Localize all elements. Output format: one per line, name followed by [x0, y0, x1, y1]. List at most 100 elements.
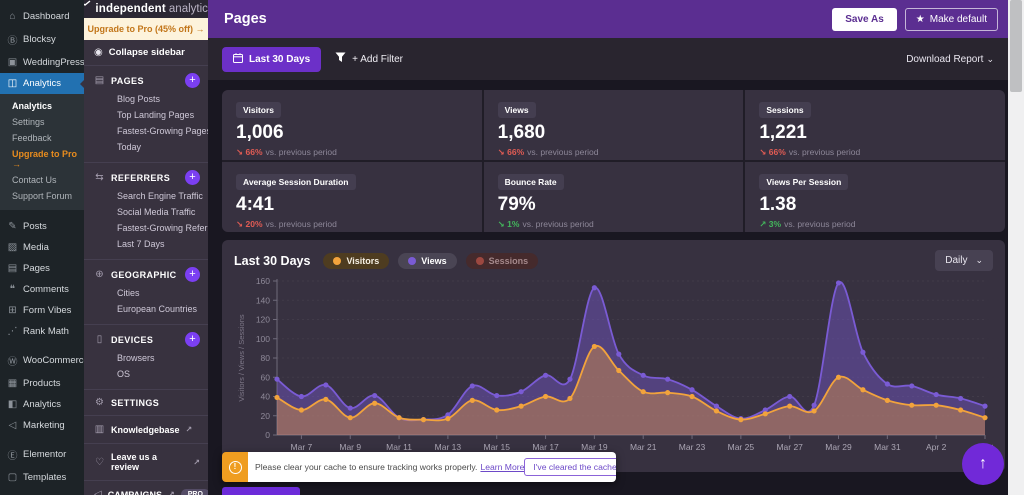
wp-menu-item-dashboard[interactable]: ⌂ Dashboard	[0, 6, 84, 27]
wp-menu-label: Dashboard	[23, 11, 70, 22]
svg-text:Mar 29: Mar 29	[825, 442, 852, 452]
interval-select[interactable]: Daily ⌄	[935, 250, 993, 271]
sidebar-item-cities[interactable]: Cities	[117, 288, 140, 298]
learn-more-link[interactable]: Learn More	[480, 462, 525, 472]
sidebar-item-search-engine-traffic[interactable]: Search Engine Traffic	[117, 191, 203, 201]
sidebar-link-leave-us-a-review[interactable]: ♡ Leave us a review ↗	[84, 444, 208, 481]
sidebar-link-knowledgebase[interactable]: ▥ Knowledgebase ↗	[84, 416, 208, 444]
wp-menu-item-comments[interactable]: ❝ Comments	[0, 279, 84, 300]
add-report-button[interactable]: +	[185, 170, 200, 185]
wp-menu-item-dynamic-ooo[interactable]: ⒹDynamic.ooo	[0, 488, 84, 495]
wp-menu-item-posts[interactable]: ✎ Posts	[0, 216, 84, 237]
sidebar-item-blog-posts[interactable]: Blog Posts	[117, 94, 161, 104]
scrollbar-thumb[interactable]	[1010, 0, 1022, 92]
page-scrollbar[interactable]	[1008, 0, 1024, 495]
sidebar-item-fastest-growing-referrers[interactable]: Fastest-Growing Referrers	[117, 223, 208, 233]
section-items: Search Engine Traffic Social Media Traffi…	[94, 188, 208, 252]
sidebar-item-last-7-days[interactable]: Last 7 Days	[117, 239, 165, 249]
wp-menu-group: ⒺElementor▢TemplatesⒹDynamic.oooⒸCrocobl…	[0, 442, 84, 495]
header-actions: Save As ★ Make default	[832, 7, 998, 31]
section-header-settings[interactable]: ⚙ SETTINGS	[94, 397, 200, 408]
wp-submenu-item-upgrade-to-pro-[interactable]: Upgrade to Pro →	[12, 149, 78, 169]
chart-legend: Visitors Views Sessions	[314, 252, 539, 269]
pro-badge: PRO	[180, 489, 208, 495]
templates-icon: ▢	[7, 472, 18, 483]
add-report-button[interactable]: +	[185, 332, 200, 347]
legend-pill-views[interactable]: Views	[398, 252, 457, 269]
chart-svg: 0 20 40 60 80 100 120 140 160 Mar 7 Mar 9 Mar 11 Mar…	[237, 276, 995, 452]
svg-text:Visitors / Views / Sessions: Visitors / Views / Sessions	[237, 314, 246, 402]
wp-submenu-item-support-forum[interactable]: Support Forum	[12, 191, 73, 201]
delta-compare-text: vs. previous period	[265, 147, 337, 157]
wp-submenu-item-contact-us[interactable]: Contact Us	[12, 175, 57, 185]
calendar-icon	[233, 52, 243, 66]
sidebar-item-social-media-traffic[interactable]: Social Media Traffic	[117, 207, 196, 217]
external-link-icon: ↗	[168, 490, 175, 495]
wp-menu-item-media[interactable]: ▨ Media	[0, 237, 84, 258]
sidebar-link-campaigns[interactable]: ◁ CAMPAIGNS ↗ PRO	[84, 481, 208, 495]
svg-text:160: 160	[256, 276, 270, 286]
make-default-button[interactable]: ★ Make default	[904, 7, 998, 31]
wp-menu-item-analytics[interactable]: ◧ Analytics	[0, 394, 84, 415]
upgrade-to-pro-banner[interactable]: Upgrade to Pro (45% off) →	[84, 18, 208, 40]
wp-menu-item-templates[interactable]: ▢ Templates	[0, 467, 84, 488]
brand-name-bold: independent	[95, 3, 166, 15]
wp-menu-item-blocksy[interactable]: Ⓑ Blocksy	[0, 27, 84, 52]
stats-summary-grid: Visitors 1,006 ↘ 66% vs. previous period Vie…	[222, 90, 1005, 232]
wp-submenu-item-analytics[interactable]: Analytics	[12, 101, 53, 111]
scroll-to-top-button[interactable]: ↑	[962, 443, 1004, 485]
sidebar-item-today[interactable]: Today	[117, 142, 142, 152]
add-filter-button[interactable]: + Add Filter	[335, 52, 403, 66]
wp-menu-item-products[interactable]: ▦ Products	[0, 373, 84, 394]
wp-menu-label: Templates	[23, 472, 67, 483]
wp-menu-item-pages[interactable]: ▤ Pages	[0, 258, 84, 279]
save-as-button[interactable]: Save As	[832, 7, 897, 31]
section-header-devices[interactable]: ▯ DEVICES +	[94, 332, 200, 347]
legend-pill-visitors[interactable]: Visitors	[323, 252, 390, 269]
section-header-geographic[interactable]: ⊕ GEOGRAPHIC +	[94, 267, 200, 282]
wp-menu-item-rank-math[interactable]: ⋰ Rank Math	[0, 321, 84, 342]
section-header-referrers[interactable]: ⇆ REFERRERS +	[94, 170, 200, 185]
sidebar-item-browsers[interactable]: Browsers	[117, 353, 155, 363]
stat-value: 1,680	[497, 122, 546, 143]
stat-value: 4:41	[236, 194, 275, 215]
sidebar-item-european-countries[interactable]: European Countries	[117, 304, 198, 314]
sidebar-item-fastest-growing-pages[interactable]: Fastest-Growing Pages	[117, 126, 208, 136]
wp-menu-item-form-vibes[interactable]: ⊞ Form Vibes	[0, 300, 84, 321]
stat-delta: ↘ 66% vs. previous period	[498, 147, 730, 158]
download-report-dropdown[interactable]: Download Report ⌄	[906, 53, 994, 65]
section-items: Browsers OS	[94, 350, 200, 382]
main-content: Pages Save As ★ Make default Last 30 Days…	[208, 0, 1024, 495]
section-header-pages[interactable]: ▤ PAGES +	[94, 73, 200, 88]
stat-card-visitors: Visitors 1,006 ↘ 66% vs. previous period	[222, 90, 482, 160]
wp-menu-item-marketing[interactable]: ◁ Marketing	[0, 415, 84, 436]
next-toast-peek	[222, 487, 300, 495]
wp-submenu-item-settings[interactable]: Settings	[12, 117, 45, 127]
independent-analytics-sidebar: independentanalytics Upgrade to Pro (45%…	[84, 0, 208, 495]
add-report-button[interactable]: +	[185, 267, 200, 282]
svg-text:60: 60	[261, 372, 271, 382]
wp-submenu-item-feedback[interactable]: Feedback	[12, 133, 52, 143]
stat-value: 1.38	[759, 194, 797, 215]
warning-icon-wrap: !	[222, 452, 248, 482]
collapse-sidebar-button[interactable]: ◉ Collapse sidebar	[84, 40, 208, 66]
add-report-button[interactable]: +	[185, 73, 200, 88]
legend-pill-sessions[interactable]: Sessions	[465, 252, 539, 269]
wp-menu-item-woocommerce[interactable]: Ⓦ WooCommerce	[0, 348, 85, 373]
cleared-cache-button[interactable]: I've cleared the cache	[524, 458, 616, 476]
report-toolbar: Last 30 Days + Add Filter Download Repor…	[208, 38, 1024, 80]
section-devices: ▯ DEVICES + Browsers OS	[84, 325, 208, 390]
section-settings: ⚙ SETTINGS	[84, 390, 208, 416]
stat-card-sessions: Sessions 1,221 ↘ 66% vs. previous period	[745, 90, 1005, 160]
section-pages: ▤ PAGES + Blog Posts Top Landing Pages Fastes…	[84, 66, 208, 163]
wp-menu-item-elementor[interactable]: Ⓔ Elementor	[0, 442, 84, 467]
sidebar-item-top-landing-pages[interactable]: Top Landing Pages	[117, 110, 195, 120]
wp-menu-item-analytics[interactable]: ◫ Analytics	[0, 73, 84, 94]
sidebar-item-os[interactable]: OS	[117, 369, 131, 379]
delta-compare-text: vs. previous period	[527, 147, 599, 157]
date-range-button[interactable]: Last 30 Days	[222, 46, 322, 72]
legend-label: Sessions	[488, 255, 529, 266]
wp-admin-sidebar: ⌂ Dashboard Ⓑ Blocksy ▣ WeddingPress ◫ Analytic…	[0, 0, 84, 495]
wp-menu-item-weddingpress[interactable]: ▣ WeddingPress	[0, 52, 84, 73]
external-link-icon: ↗	[193, 457, 200, 467]
